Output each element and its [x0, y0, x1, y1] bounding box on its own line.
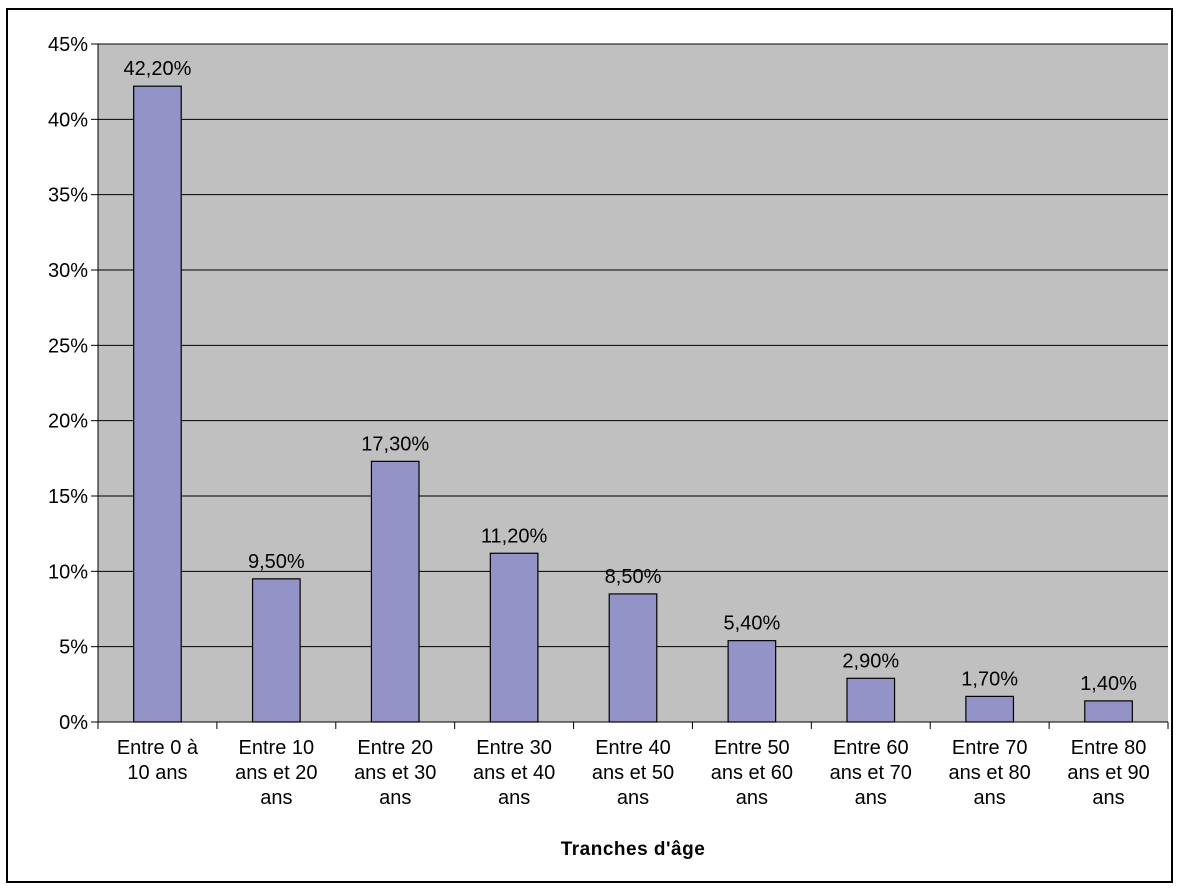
y-tick-label: 40%	[48, 109, 88, 131]
data-label: 8,50%	[605, 566, 662, 588]
bar	[608, 593, 658, 723]
x-tick-label: Entre 10 ans et 20 ans	[235, 737, 317, 809]
data-label: 5,40%	[724, 613, 781, 635]
x-tick-label: Entre 70 ans et 80 ans	[949, 737, 1031, 809]
y-tick-label: 15%	[48, 486, 88, 508]
bar	[846, 677, 896, 723]
x-tick-label: Entre 0 à 10 ans	[117, 737, 199, 784]
bar	[727, 640, 777, 723]
y-tick-label: 10%	[48, 561, 88, 583]
y-tick-label: 45%	[48, 34, 88, 56]
y-tick-label: 20%	[48, 411, 88, 433]
data-label: 17,30%	[361, 433, 429, 455]
data-label: 1,40%	[1080, 673, 1137, 695]
x-tick-label: Entre 20 ans et 30 ans	[354, 737, 436, 809]
x-tick-label: Entre 60 ans et 70 ans	[830, 737, 912, 809]
data-label: 9,50%	[248, 551, 305, 573]
y-tick-label: 5%	[59, 637, 88, 659]
labels: 0% 5% 10% 15% 20% 25% 30% 35% 40% 45% 42,20% Entre …	[48, 34, 1150, 809]
data-label: 1,70%	[961, 668, 1018, 690]
bar	[965, 695, 1015, 723]
bar	[489, 552, 539, 723]
bar-chart: 0% 5% 10% 15% 20% 25% 30% 35% 40% 45% 42,20% Entre …	[48, 34, 1169, 860]
chart-frame: 0% 5% 10% 15% 20% 25% 30% 35% 40% 45% 42,20% Entre …	[6, 8, 1173, 883]
y-tick-label: 0%	[59, 712, 88, 734]
bar	[1084, 700, 1133, 723]
x-axis-title: Tranches d'âge	[561, 839, 706, 860]
x-tick-label: Entre 40 ans et 50 ans	[592, 737, 674, 809]
bar	[251, 578, 301, 723]
bar	[370, 460, 420, 723]
x-tick-label: Entre 50 ans et 60 ans	[711, 737, 793, 809]
data-label: 11,20%	[481, 525, 548, 547]
data-label: 42,20%	[124, 58, 192, 80]
y-tick-label: 30%	[48, 260, 88, 282]
bars	[133, 85, 1133, 723]
x-tick-label: Entre 30 ans et 40 ans	[473, 737, 555, 809]
data-label: 2,90%	[842, 650, 899, 672]
bar	[133, 85, 182, 723]
y-tick-label: 35%	[48, 185, 88, 207]
x-tick-label: Entre 80 ans et 90 ans	[1067, 737, 1149, 809]
y-tick-label: 25%	[48, 335, 88, 357]
axes	[91, 43, 1169, 729]
